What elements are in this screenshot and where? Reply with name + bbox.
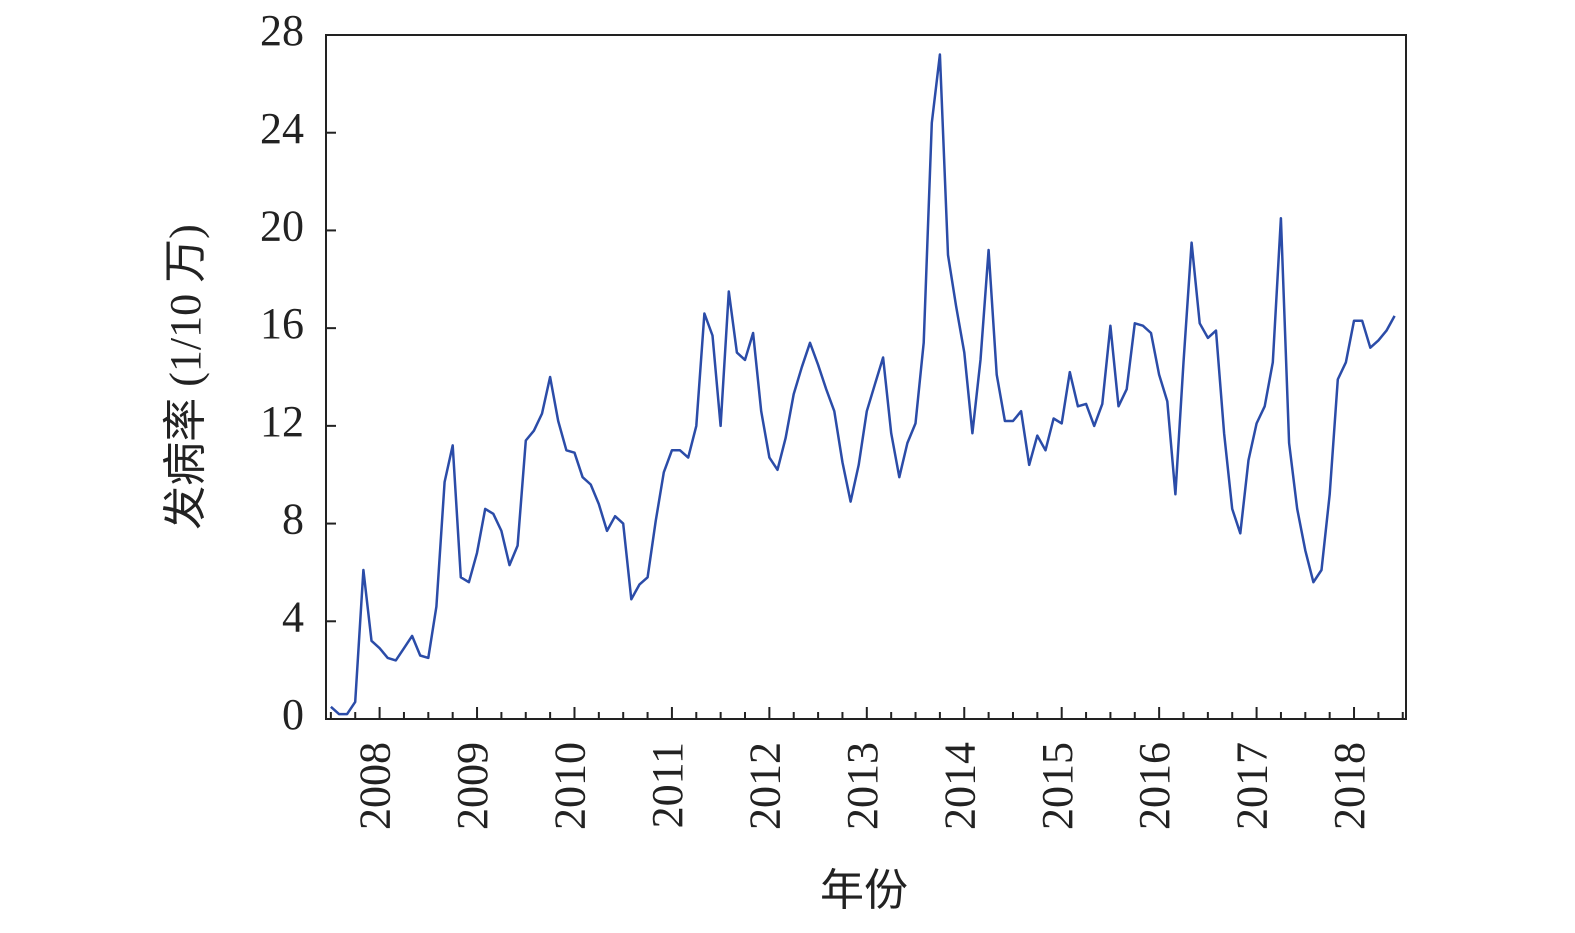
- y-tick-label: 12: [260, 397, 304, 446]
- x-tick-label: 2015: [1033, 742, 1082, 830]
- y-tick-label: 28: [260, 6, 304, 55]
- x-axis-label: 年份: [820, 866, 908, 915]
- x-tick-label: 2010: [546, 742, 595, 830]
- y-tick-label: 16: [260, 299, 304, 348]
- y-tick-label: 8: [282, 495, 304, 544]
- y-tick-label: 0: [282, 690, 304, 739]
- x-tick-label: 2009: [448, 742, 497, 830]
- y-axis-label: 发病率 (1/10 万): [161, 224, 210, 530]
- x-tick-label: 2008: [351, 742, 400, 830]
- x-tick-label: 2017: [1228, 742, 1277, 830]
- y-tick-label: 20: [260, 202, 304, 251]
- x-tick-label: 2014: [935, 742, 984, 830]
- plot-frame: [325, 34, 1407, 720]
- x-tick-label: 2012: [740, 742, 789, 830]
- line-series: [330, 53, 1396, 716]
- x-tick-label: 2013: [838, 742, 887, 830]
- x-tick-label: 2018: [1325, 742, 1374, 830]
- x-tick-label: 2011: [643, 742, 692, 828]
- y-tick-label: 4: [282, 592, 304, 641]
- x-tick-label: 2016: [1130, 742, 1179, 830]
- y-tick-label: 24: [260, 104, 304, 153]
